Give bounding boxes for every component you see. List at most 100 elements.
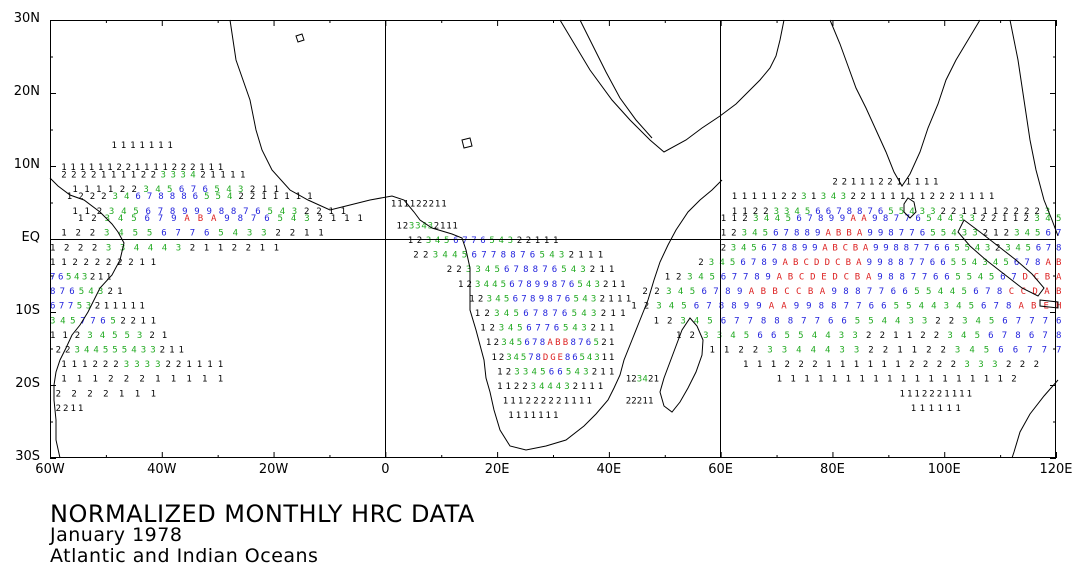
hrc-value: 5 — [962, 287, 967, 297]
hrc-value: 1 — [993, 207, 998, 217]
hrc-value: 6 — [988, 331, 993, 341]
hrc-value: 1 — [914, 389, 919, 399]
hrc-value: 2 — [250, 192, 255, 202]
hrc-value: 1 — [956, 375, 961, 385]
hrc-value: 2 — [447, 265, 452, 275]
hrc-value: 1 — [578, 251, 583, 261]
hrc-value: 1 — [732, 214, 737, 224]
hrc-value: 4 — [549, 251, 554, 261]
hrc-value: 7 — [1042, 331, 1047, 341]
hrc-value: 7 — [1002, 331, 1007, 341]
hrc-value: 3 — [753, 214, 758, 224]
hrc-value: 1 — [441, 200, 446, 210]
hrc-value: A — [211, 214, 217, 224]
hrc-value: 8 — [526, 280, 531, 290]
hrc-value: 1 — [480, 324, 485, 334]
hrc-value: 2 — [64, 243, 69, 253]
hrc-value: 7 — [743, 273, 748, 283]
hrc-value: 1 — [564, 397, 569, 407]
hrc-value: A — [856, 258, 862, 268]
hrc-value: 6 — [771, 331, 776, 341]
hrc-value: 2 — [417, 236, 422, 246]
hrc-value: 1 — [341, 207, 346, 217]
hrc-value: 5 — [563, 324, 568, 334]
hrc-value: 2 — [642, 287, 647, 297]
hrc-value: 1 — [357, 214, 362, 224]
hrc-value: 8 — [719, 302, 724, 312]
hrc-value: 1 — [151, 258, 156, 268]
hrc-value: 6 — [193, 192, 198, 202]
hrc-value: 2 — [87, 389, 92, 399]
hrc-value: G — [550, 353, 555, 363]
hrc-value: 1 — [959, 192, 964, 202]
hrc-value: 2 — [603, 280, 608, 290]
coastlines — [49, 19, 1059, 459]
hrc-value: 2 — [590, 265, 595, 275]
hrc-value: 2 — [920, 331, 925, 341]
hrc-value: 9 — [812, 243, 817, 253]
hrc-value: 6 — [179, 185, 184, 195]
hrc-value: 1 — [915, 178, 920, 188]
hrc-value: 4 — [812, 331, 817, 341]
hrc-value: 4 — [642, 375, 647, 385]
hrc-value: 1 — [121, 170, 126, 180]
hrc-value: 3 — [506, 353, 511, 363]
coast-madagascar — [659, 317, 704, 413]
hrc-value: 6 — [902, 287, 907, 297]
hrc-value: 6 — [549, 367, 554, 377]
hrc-value: 1 — [942, 375, 947, 385]
hrc-value: 1 — [851, 178, 856, 188]
hrc-value: 1 — [920, 192, 925, 202]
hrc-value: 3 — [415, 221, 420, 231]
hrc-value: 6 — [944, 273, 949, 283]
hrc-value: 3 — [106, 243, 111, 253]
hrc-value: 1 — [984, 375, 989, 385]
hrc-value: 7 — [713, 287, 718, 297]
hrc-value: 7 — [532, 338, 537, 348]
hrc-value: 3 — [82, 273, 87, 283]
hrc-value: 1 — [1002, 214, 1007, 224]
hrc-value: 2 — [250, 185, 255, 195]
hrc-value: 6 — [1056, 316, 1061, 326]
hrc-value: 1 — [546, 411, 551, 421]
coast-southeast-asia — [1009, 19, 1059, 237]
hrc-value: 3 — [137, 331, 142, 341]
hrc-value: 2 — [103, 360, 108, 370]
hrc-value: 6 — [1014, 258, 1019, 268]
hrc-value: 1 — [273, 192, 278, 202]
hrc-value: 2 — [573, 382, 578, 392]
hrc-value: D — [1023, 273, 1028, 283]
hrc-value: 5 — [133, 207, 138, 217]
hrc-value: 2 — [246, 243, 251, 253]
hrc-value: B — [846, 258, 851, 268]
hrc-value: 7 — [514, 265, 519, 275]
hrc-value: 6 — [562, 309, 567, 319]
hrc-value: 1 — [642, 397, 647, 407]
hrc-value: 5 — [941, 229, 946, 239]
hrc-value: 1 — [440, 221, 445, 231]
hrc-value: 4 — [134, 243, 139, 253]
hrc-value: 6 — [757, 331, 762, 341]
hrc-value: 7 — [560, 280, 565, 290]
hrc-value: 2 — [1034, 360, 1039, 370]
hrc-value: 3 — [134, 360, 139, 370]
hrc-value: 4 — [581, 309, 586, 319]
hrc-value: 1 — [608, 294, 613, 304]
hrc-value: 4 — [752, 229, 757, 239]
hrc-value: A — [547, 338, 553, 348]
hrc-value: 4 — [950, 287, 955, 297]
hrc-value: 6 — [204, 229, 209, 239]
hrc-value: 1 — [929, 404, 934, 414]
hrc-value: 4 — [951, 229, 956, 239]
hrc-value: 4 — [499, 236, 504, 246]
hrc-value: 8 — [761, 258, 766, 268]
hrc-value: 8 — [857, 207, 862, 217]
hrc-value: 6 — [509, 280, 514, 290]
hrc-value: 1 — [497, 367, 502, 377]
hrc-value: 1 — [617, 294, 622, 304]
hrc-value: 8 — [565, 353, 570, 363]
hrc-value: 1 — [274, 243, 279, 253]
hrc-value: 9 — [829, 214, 834, 224]
hrc-value: 5 — [574, 294, 579, 304]
hrc-value: 1 — [151, 316, 156, 326]
